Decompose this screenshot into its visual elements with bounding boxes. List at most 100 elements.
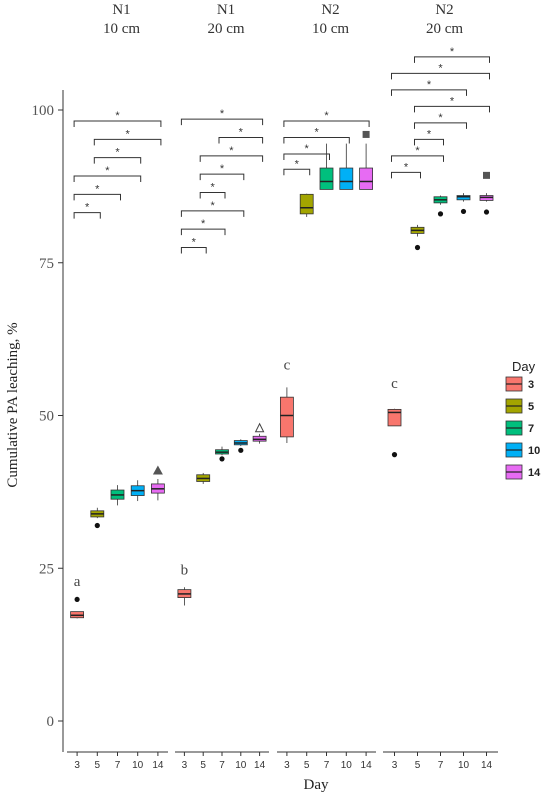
x-tick-label: 5 [95, 760, 101, 771]
significance-bracket [180, 210, 245, 217]
x-tick-label: 14 [254, 760, 266, 771]
box-day-3 [387, 408, 402, 427]
box-day-5 [299, 193, 314, 215]
square-marker [483, 171, 490, 179]
significance-star: * [229, 145, 234, 157]
significance-bracket [180, 246, 207, 254]
x-tick-label: 10 [235, 760, 247, 771]
legend: Day 3 5 7 10 14 [505, 359, 541, 480]
facet-title: N2 [435, 2, 453, 18]
open-triangle-marker [254, 422, 265, 433]
legend-label: 3 [528, 379, 534, 391]
x-tick-label: 10 [132, 760, 144, 771]
legend-label: 5 [528, 401, 534, 413]
outlier-point [94, 522, 100, 529]
significance-star: * [210, 200, 215, 212]
significance-star: * [450, 46, 455, 58]
significance-bracket [391, 171, 421, 179]
significance-star: * [201, 218, 206, 230]
triangle-marker [152, 465, 163, 475]
x-tick-label: 5 [200, 760, 206, 771]
significance-star: * [314, 126, 319, 138]
y-tick-label: 100 [32, 103, 55, 119]
x-tick-label: 7 [324, 760, 330, 771]
significance-star: * [438, 62, 443, 74]
x-tick-label: 3 [182, 760, 188, 771]
significance-star: * [95, 183, 100, 195]
significance-bracket [218, 136, 264, 144]
significance-star: * [427, 128, 432, 140]
significance-bracket [283, 136, 350, 144]
significance-bracket [73, 175, 142, 182]
significance-star: * [239, 126, 244, 138]
box-day-10 [339, 167, 354, 190]
outlier-point [74, 596, 80, 603]
x-tick-label: 5 [304, 760, 310, 771]
significance-bracket [414, 56, 490, 63]
significance-star: * [404, 161, 409, 173]
outlier-point [437, 211, 444, 217]
significance-star: * [438, 112, 443, 124]
facet-subtitle: 10 cm [103, 21, 140, 37]
significance-star: * [125, 128, 130, 140]
facet-panels: N1 10 cm 3 5 7 10 14 * * * * * * a N1 20 cm 3 5 7 10 14 * * * * *… [67, 2, 498, 771]
significance-star: * [427, 79, 432, 91]
significance-star: * [115, 110, 120, 122]
significance-bracket [199, 191, 226, 199]
y-tick-label: 25 [39, 561, 54, 577]
x-tick-label: 14 [152, 760, 164, 771]
outlier-point [391, 452, 398, 458]
significance-bracket [73, 193, 121, 201]
box-day-10 [456, 195, 471, 201]
significance-bracket [283, 120, 370, 127]
significance-bracket [93, 157, 142, 164]
significance-bracket [391, 72, 490, 80]
box-day-14 [359, 167, 374, 190]
outlier-point [238, 447, 244, 453]
facet-subtitle: 20 cm [426, 21, 463, 37]
x-axis-title: Day [304, 777, 329, 793]
significance-bracket [414, 122, 467, 129]
y-tick-label: 0 [47, 714, 55, 730]
significance-bracket [180, 228, 226, 236]
y-axis-title: Cumulative PA leaching, % [5, 322, 21, 487]
x-tick-label: 7 [219, 760, 225, 771]
y-axis: 0 25 50 75 100 [32, 90, 64, 752]
x-tick-label: 7 [438, 760, 444, 771]
facet-subtitle: 20 cm [207, 21, 244, 37]
significance-bracket [283, 168, 311, 176]
significance-star: * [210, 181, 215, 193]
significance-bracket [283, 153, 330, 160]
x-tick-label: 3 [284, 760, 290, 771]
significance-bracket [180, 118, 264, 126]
facet-panel: N1 10 cm 3 5 7 10 14 * * * * * * a [67, 2, 168, 771]
significance-star: * [105, 165, 110, 177]
significance-star: * [85, 202, 90, 214]
group-letter: c [391, 376, 398, 392]
x-tick-label: 3 [74, 760, 80, 771]
facet-panel: N2 10 cm 3 5 7 10 14 * * * * c [277, 2, 376, 771]
y-tick-label: 75 [39, 256, 54, 272]
x-tick-label: 14 [481, 760, 493, 771]
square-marker [362, 130, 370, 138]
significance-bracket [391, 155, 444, 162]
box-day-3 [279, 396, 294, 438]
significance-bracket [93, 138, 162, 146]
significance-bracket [73, 212, 101, 219]
significance-star: * [192, 236, 197, 248]
x-tick-label: 5 [415, 760, 421, 771]
facet-panel: N2 20 cm 3 5 7 10 14 * * * * * * * * c [383, 2, 498, 771]
group-letter: b [181, 562, 189, 578]
y-tick-label: 50 [39, 409, 54, 425]
significance-bracket [414, 138, 444, 146]
facet-subtitle: 10 cm [312, 21, 349, 37]
significance-bracket [199, 155, 264, 162]
x-tick-label: 10 [341, 760, 353, 771]
outlier-point [219, 456, 225, 462]
significance-star: * [450, 95, 455, 107]
outlier-point [483, 209, 490, 215]
legend-label: 7 [528, 423, 534, 435]
legend-label: 10 [528, 445, 540, 457]
significance-star: * [220, 163, 225, 175]
